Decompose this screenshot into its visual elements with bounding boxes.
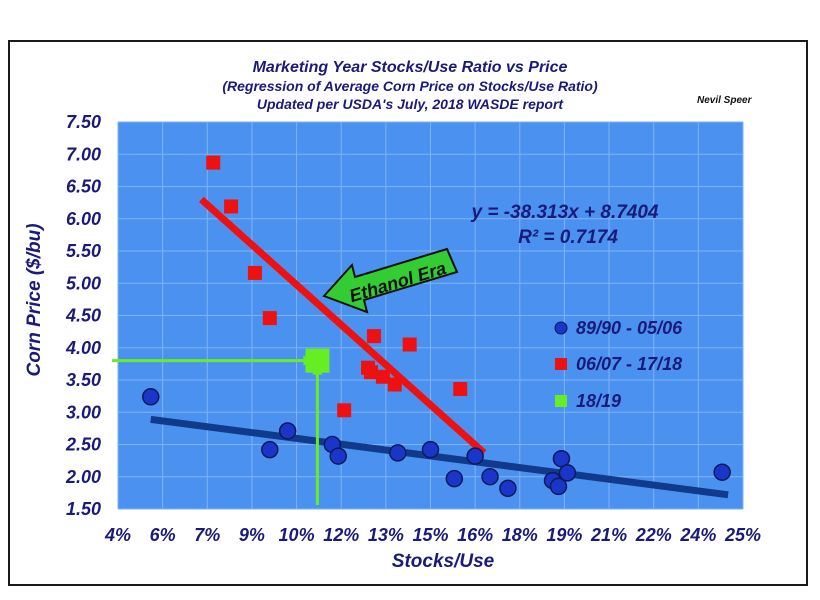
chart-subtitle-2: Updated per USDA's July, 2018 WASDE repo… bbox=[257, 96, 565, 112]
series-1-point bbox=[224, 199, 239, 214]
series-0-point bbox=[713, 463, 731, 481]
series-1-point bbox=[363, 365, 378, 380]
ethanol-era-trend-line bbox=[198, 196, 487, 456]
x-tick-label: 4% bbox=[104, 525, 131, 545]
y-tick-label: 6.00 bbox=[66, 209, 101, 229]
legend-label-1: 06/07 - 17/18 bbox=[576, 354, 682, 374]
y-tick-label: 2.50 bbox=[65, 435, 101, 455]
trend-lines bbox=[150, 196, 729, 499]
legend: 89/90 - 05/06 06/07 - 17/18 18/19 bbox=[554, 318, 683, 411]
grid-lines bbox=[117, 121, 744, 510]
chart-subtitle: (Regression of Average Corn Price on Sto… bbox=[222, 78, 598, 94]
series-1-point bbox=[262, 311, 277, 326]
series-0-point bbox=[466, 447, 484, 465]
pre-ethanol-trend-line bbox=[150, 415, 729, 499]
chart-title: Marketing Year Stocks/Use Ratio vs Price bbox=[253, 59, 568, 76]
series-0-point bbox=[421, 440, 440, 459]
x-tick-labels: 4% 6% 7% 9% 10% 12% 13% 15% 16% 18% 19% 21% 22% 24% 25… bbox=[104, 525, 761, 545]
y-tick-label: 2.00 bbox=[65, 467, 101, 487]
x-axis-title: Stocks/Use bbox=[392, 551, 495, 572]
series-1-point bbox=[453, 382, 468, 397]
y-tick-label: 7.50 bbox=[66, 112, 101, 132]
series-0-point bbox=[549, 477, 568, 496]
x-tick-label: 10% bbox=[279, 525, 315, 545]
y-tick-label: 4.50 bbox=[65, 306, 101, 326]
x-tick-label: 25% bbox=[724, 525, 761, 545]
series-1-point bbox=[206, 155, 221, 170]
series-2-point bbox=[305, 348, 330, 373]
series-0-point bbox=[445, 469, 464, 488]
series-1-point bbox=[366, 329, 381, 344]
y-tick-label: 1.50 bbox=[66, 499, 101, 519]
series-1-point bbox=[402, 337, 417, 352]
series-0-point bbox=[141, 388, 160, 406]
x-tick-label: 13% bbox=[368, 525, 404, 545]
credit-label: Nevil Speer bbox=[697, 95, 753, 106]
y-tick-label: 3.00 bbox=[66, 402, 101, 422]
legend-label-2: 18/19 bbox=[576, 391, 621, 411]
x-tick-label: 6% bbox=[150, 525, 176, 545]
x-tick-label: 9% bbox=[239, 525, 265, 545]
series-1-point bbox=[387, 377, 402, 392]
x-tick-label: 16% bbox=[457, 525, 493, 545]
series-0-point bbox=[389, 444, 407, 462]
data-points bbox=[141, 155, 731, 498]
x-tick-label: 21% bbox=[590, 525, 627, 545]
y-tick-label: 4.00 bbox=[65, 338, 101, 358]
series-1-point bbox=[375, 369, 390, 384]
y-axis-title: Corn Price ($/bu) bbox=[24, 223, 45, 376]
y-tick-labels: 1.50 2.00 2.50 3.00 3.50 4.00 4.50 5.00 5.50 6.00… bbox=[65, 112, 101, 519]
x-tick-label: 7% bbox=[194, 525, 220, 545]
x-tick-label: 19% bbox=[546, 525, 582, 545]
series-0-point bbox=[329, 447, 347, 465]
series-1-point bbox=[247, 265, 262, 280]
r-squared: R² = 0.7174 bbox=[518, 227, 618, 248]
y-tick-label: 3.50 bbox=[66, 370, 101, 390]
series-0-point bbox=[261, 440, 279, 459]
series-0-point bbox=[499, 479, 517, 498]
legend-label-0: 89/90 - 05/06 bbox=[576, 318, 683, 338]
series-0-point bbox=[278, 422, 297, 440]
x-tick-label: 24% bbox=[679, 525, 716, 545]
legend-marker-2 bbox=[555, 395, 567, 407]
x-tick-label: 22% bbox=[635, 525, 672, 545]
y-tick-label: 5.50 bbox=[66, 241, 101, 261]
y-tick-label: 5.00 bbox=[66, 273, 101, 293]
series-1-point bbox=[337, 403, 352, 418]
y-tick-label: 7.00 bbox=[66, 144, 101, 164]
legend-marker-1 bbox=[555, 358, 567, 370]
x-tick-label: 12% bbox=[323, 525, 359, 545]
x-tick-label: 15% bbox=[412, 525, 448, 545]
y-tick-label: 6.50 bbox=[66, 177, 101, 197]
regression-equation: y = -38.313x + 8.7404 bbox=[471, 202, 659, 223]
ethanol-era-arrow bbox=[322, 247, 459, 314]
x-tick-label: 18% bbox=[502, 525, 538, 545]
series-0-point bbox=[558, 464, 577, 482]
legend-marker-0 bbox=[554, 321, 568, 335]
series-0-point bbox=[481, 468, 499, 486]
